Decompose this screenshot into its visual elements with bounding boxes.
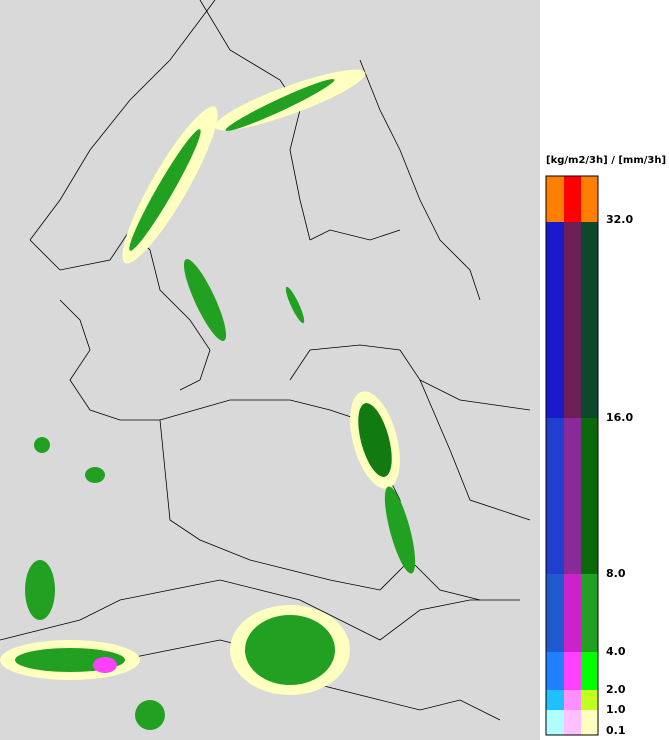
legend-levels: 32.0 16.0 8.0 4.0 2.0 1.0 0.1 xyxy=(606,213,633,737)
rain-area xyxy=(225,79,335,131)
legend-level: 8.0 xyxy=(606,567,626,580)
rain-area xyxy=(245,615,335,685)
precipitation xyxy=(0,69,416,730)
legend-level: 2.0 xyxy=(606,683,626,696)
rain-area xyxy=(135,700,165,730)
rain-area xyxy=(34,437,50,453)
legend-level: 32.0 xyxy=(606,213,633,226)
rain-area xyxy=(25,560,55,620)
legend-level: 0.1 xyxy=(606,724,626,737)
rain-area xyxy=(358,403,392,477)
legend-bar xyxy=(545,175,599,736)
rain-area xyxy=(384,486,416,574)
legend-level: 1.0 xyxy=(606,703,626,716)
rain-area xyxy=(129,129,201,251)
legend-level: 4.0 xyxy=(606,645,626,658)
rain-area xyxy=(285,286,305,324)
legend-unit: [kg/m2/3h] / [mm/3h] xyxy=(546,155,666,166)
rain-area xyxy=(85,467,105,483)
rain-area xyxy=(93,657,117,673)
legend-level: 16.0 xyxy=(606,411,633,424)
rain-area xyxy=(183,258,227,342)
